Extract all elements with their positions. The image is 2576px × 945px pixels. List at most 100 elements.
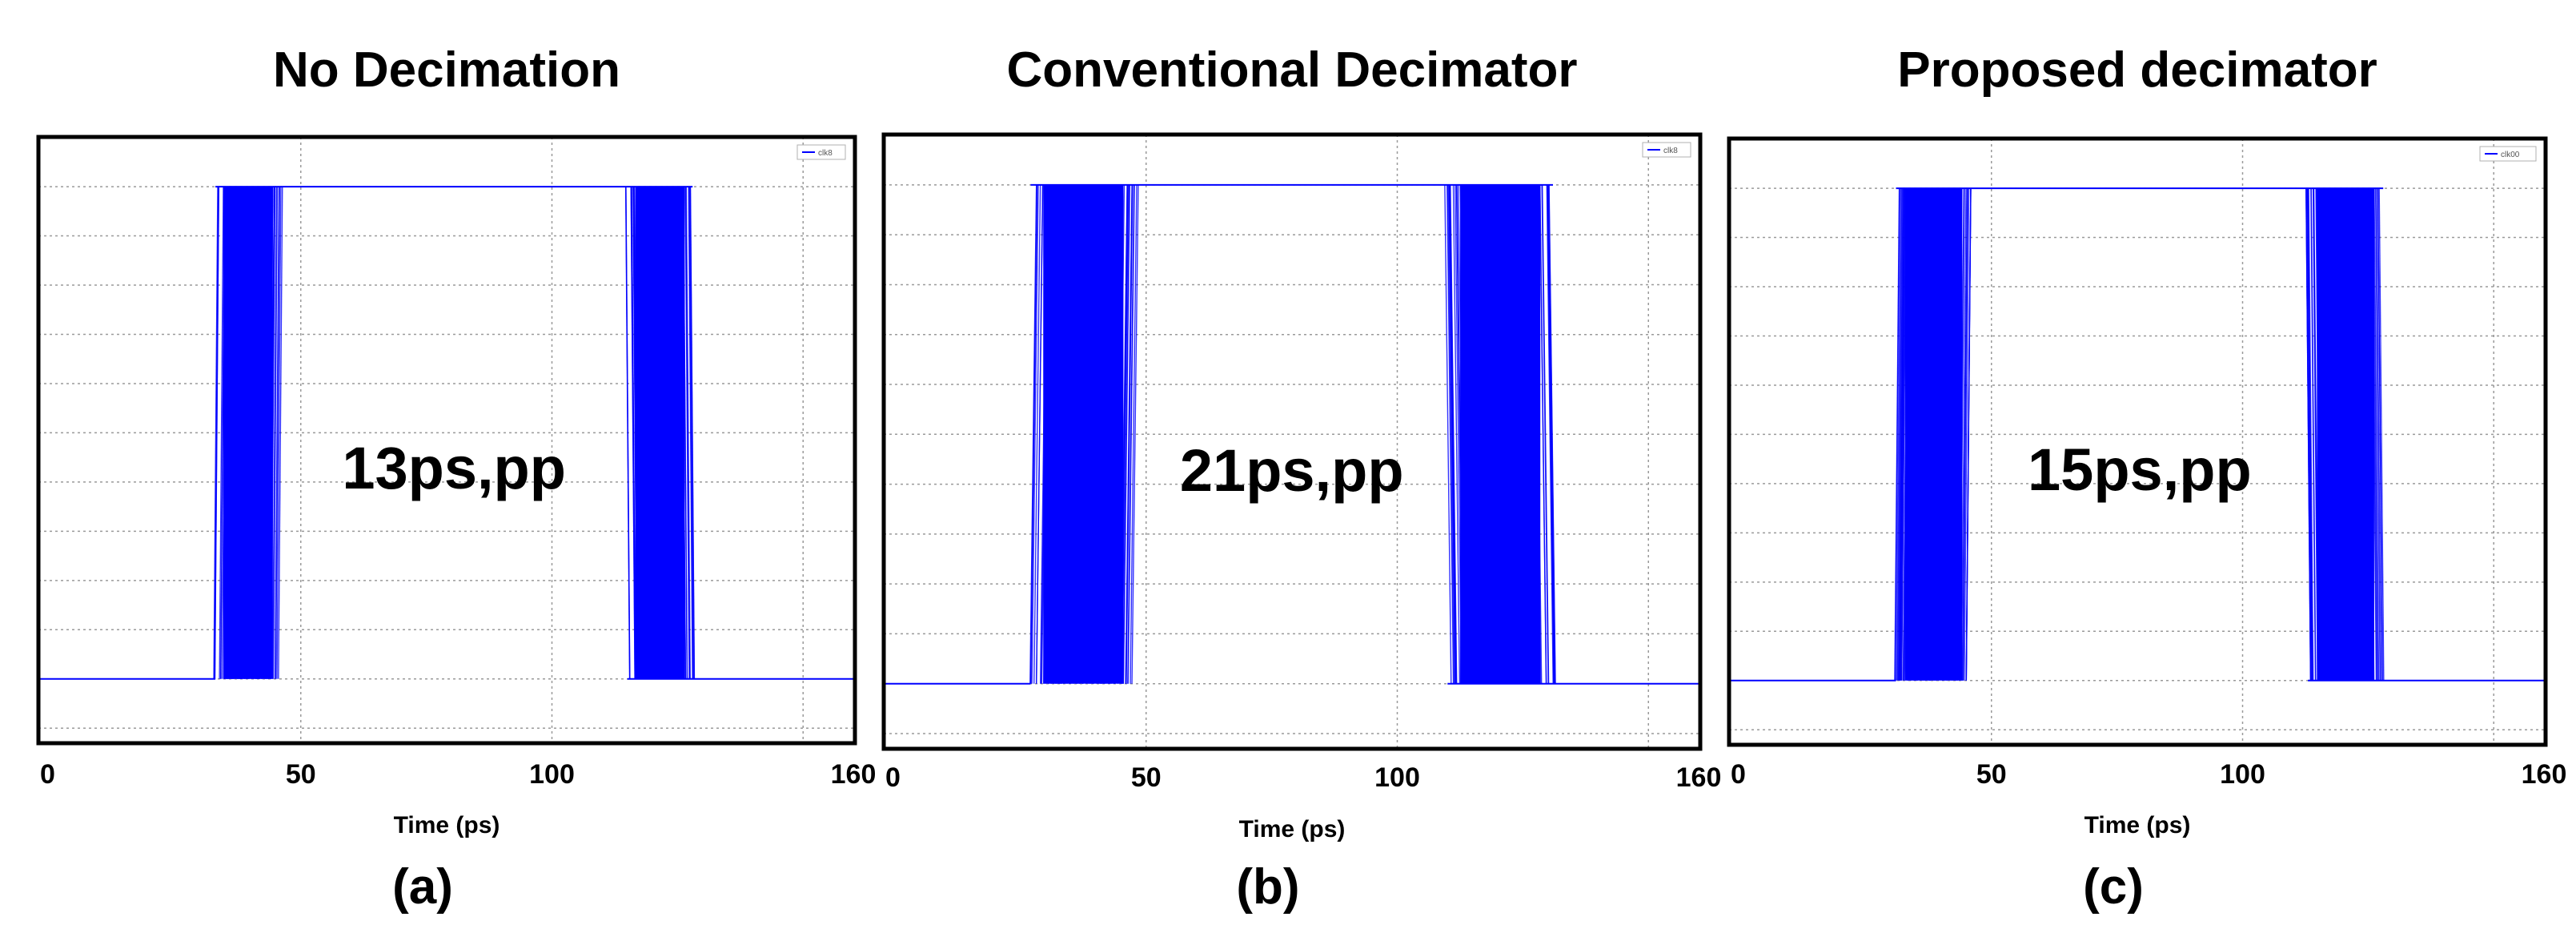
jitter-trace — [675, 187, 680, 679]
jitter-trace — [2324, 188, 2331, 681]
jitter-trace — [1490, 184, 1498, 684]
jitter-trace — [1455, 184, 1463, 684]
jitter-trace — [1511, 184, 1519, 684]
jitter-trace — [2350, 188, 2357, 681]
jitter-trace — [2345, 188, 2351, 681]
x-tick-label: 50 — [1131, 762, 1162, 793]
x-tick-label: 160 — [1676, 762, 1722, 793]
jitter-trace — [663, 187, 669, 679]
jitter-trace — [647, 187, 652, 679]
jitter-trace — [2308, 188, 2314, 681]
jitter-trace — [2315, 188, 2321, 681]
waveform-clk00 — [1729, 187, 2546, 682]
jitter-trace — [1113, 184, 1121, 684]
jitter-trace — [1908, 188, 1914, 681]
jitter-trace — [1532, 184, 1541, 684]
jitter-trace — [2336, 188, 2342, 681]
jitter-trace — [1029, 184, 1037, 684]
jitter-trace — [1916, 188, 1922, 681]
jitter-trace — [2317, 188, 2324, 681]
x-tick-label: 100 — [1374, 762, 1420, 793]
jitter-trace — [1950, 188, 1956, 681]
jitter-trace — [1131, 184, 1139, 684]
jitter-trace — [2373, 188, 2379, 681]
jitter-trace — [1900, 188, 1907, 681]
jitter-trace — [1072, 184, 1081, 684]
legend: clk8 — [796, 144, 846, 160]
jitter-trace — [684, 187, 691, 679]
jitter-trace — [1097, 184, 1105, 684]
jitter-trace — [1091, 184, 1100, 684]
jitter-trace — [1114, 184, 1122, 684]
jitter-trace — [1495, 184, 1504, 684]
panel-caption: (c) — [2083, 859, 2144, 915]
jitter-trace — [1914, 188, 1920, 681]
jitter-trace — [646, 187, 652, 679]
jitter-trace — [655, 187, 661, 679]
jitter-trace — [2359, 188, 2365, 681]
jitter-trace — [240, 187, 246, 679]
jitter-trace — [1045, 184, 1053, 684]
jitter-trace — [2371, 188, 2377, 681]
jitter-trace — [1894, 188, 1900, 681]
jitter-trace — [1481, 184, 1489, 684]
jitter-trace — [1053, 184, 1061, 684]
jitter-trace — [1122, 184, 1130, 684]
jitter-trace — [658, 187, 664, 679]
jitter-trace — [1035, 184, 1044, 684]
jitter-trace — [667, 187, 672, 679]
jitter-annotation: 13ps,pp — [342, 435, 566, 501]
grid — [884, 135, 1700, 749]
jitter-trace — [625, 187, 631, 679]
jitter-trace — [631, 187, 636, 679]
jitter-trace — [1085, 184, 1093, 684]
jitter-trace — [2321, 188, 2328, 681]
jitter-trace — [1518, 184, 1526, 684]
jitter-trace — [1960, 188, 1967, 681]
jitter-trace — [249, 187, 255, 679]
jitter-trace — [1509, 184, 1518, 684]
jitter-trace — [2307, 188, 2313, 681]
jitter-trace — [1944, 188, 1950, 681]
panel-caption: (b) — [1236, 859, 1299, 915]
chart-title: Proposed decimator — [1897, 42, 2377, 98]
jitter-trace — [239, 187, 244, 679]
jitter-trace — [2368, 188, 2374, 681]
jitter-trace — [2339, 188, 2345, 681]
jitter-trace — [1547, 184, 1555, 684]
jitter-trace — [1069, 184, 1077, 684]
jitter-trace — [1057, 184, 1065, 684]
jitter-trace — [226, 187, 231, 679]
jitter-trace — [1460, 184, 1469, 684]
legend-box — [796, 144, 846, 160]
jitter-trace — [219, 187, 226, 679]
jitter-trace — [255, 187, 261, 679]
jitter-trace — [656, 187, 662, 679]
plot-frame — [36, 135, 857, 746]
x-tick-label: 100 — [529, 759, 575, 790]
jitter-trace — [669, 187, 675, 679]
x-tick-label: 50 — [1976, 759, 2007, 790]
jitter-trace — [1057, 184, 1065, 684]
jitter-trace — [2333, 188, 2339, 681]
rising-edge-jitter — [213, 187, 283, 679]
jitter-trace — [278, 187, 283, 679]
jitter-trace — [650, 187, 656, 679]
jitter-trace — [262, 187, 267, 679]
jitter-trace — [1916, 188, 1923, 681]
jitter-trace — [640, 187, 645, 679]
jitter-trace — [1470, 184, 1479, 684]
jitter-trace — [1494, 184, 1502, 684]
jitter-trace — [1464, 184, 1472, 684]
jitter-trace — [1070, 184, 1078, 684]
waveform-clk8 — [884, 183, 1700, 685]
jitter-trace — [651, 187, 657, 679]
jitter-trace — [1098, 184, 1107, 684]
jitter-trace — [1924, 188, 1930, 681]
jitter-trace — [2318, 188, 2325, 681]
jitter-trace — [688, 187, 694, 679]
jitter-trace — [668, 187, 674, 679]
panel-caption: (a) — [392, 859, 453, 915]
x-tick-label: 0 — [40, 759, 55, 790]
